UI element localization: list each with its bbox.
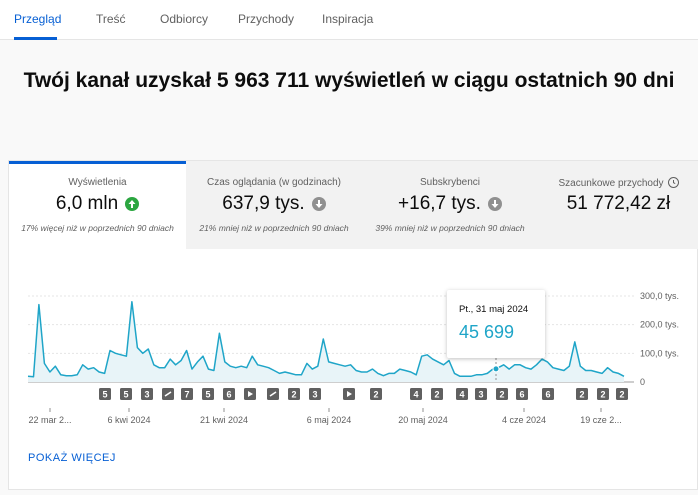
video-marker (309, 388, 321, 400)
x-tick-label: 4 cze 2024 (502, 415, 546, 425)
y-tick-label: 0 (640, 377, 645, 387)
series-area (28, 301, 624, 382)
video-marker (542, 388, 554, 400)
metric-value: 637,9 tys. (222, 193, 305, 214)
chart-tooltip: Pt., 31 maj 2024 45 699 (447, 290, 545, 358)
y-tick-label: 100,0 tys. (640, 348, 679, 358)
video-marker-count: 2 (291, 390, 296, 400)
video-marker (202, 388, 214, 400)
tab-revenue[interactable]: Przychody (238, 12, 295, 26)
metric-value: +16,7 tys. (398, 193, 481, 214)
metric-comparison: 17% więcej niż w poprzednich 90 dniach (21, 223, 174, 233)
metric-revenue[interactable]: Szacunkowe przychody 51 772,42 zł (538, 161, 698, 249)
video-marker-count: 5 (205, 390, 210, 400)
video-marker-count: 2 (434, 390, 439, 400)
video-marker (99, 388, 111, 400)
video-marker-count: 7 (184, 390, 189, 400)
tab-audience[interactable]: Odbiorcy (160, 12, 209, 26)
video-marker-count: 2 (619, 390, 624, 400)
video-marker-count: 3 (312, 390, 317, 400)
video-marker (223, 388, 235, 400)
video-marker-count: 6 (519, 390, 524, 400)
play-icon (347, 391, 352, 397)
video-marker-count: 5 (123, 390, 128, 400)
x-tick-label: 19 cze 2... (580, 415, 622, 425)
arrow-up-icon (125, 197, 140, 211)
arrow-down-icon (487, 197, 502, 211)
tab-inspiration[interactable]: Inspiracja (322, 12, 374, 26)
page-title: Twój kanał uzyskał 5 963 711 wyświetleń … (23, 69, 675, 92)
x-tick-label: 6 kwi 2024 (107, 415, 150, 425)
tooltip-date: Pt., 31 maj 2024 (459, 304, 529, 315)
video-marker-count: 5 (102, 390, 107, 400)
x-tick-label: 21 kwi 2024 (200, 415, 248, 425)
video-marker (431, 388, 443, 400)
video-marker (288, 388, 300, 400)
play-icon (248, 391, 253, 397)
video-marker (616, 388, 628, 400)
video-marker-count: 6 (226, 390, 231, 400)
video-marker (410, 388, 422, 400)
metric-watch-time[interactable]: Czas oglądania (w godzinach) 637,9 tys. … (186, 161, 362, 249)
series-line (27, 300, 625, 378)
metric-comparison: 39% mniej niż w poprzednich 90 dniach (375, 223, 525, 233)
video-marker-count: 3 (144, 390, 149, 400)
tab-overview[interactable]: Przegląd (14, 12, 62, 26)
metric-title: Subskrybenci (419, 177, 481, 188)
metric-subscribers[interactable]: Subskrybenci +16,7 tys. 39% mniej niż w … (362, 161, 538, 249)
metric-title: Szacunkowe przychody (558, 178, 664, 189)
video-marker (370, 388, 382, 400)
video-marker (516, 388, 528, 400)
y-tick-label: 300,0 tys. (640, 291, 679, 301)
video-marker (456, 388, 468, 400)
video-marker-count: 2 (499, 390, 504, 400)
video-marker (496, 388, 508, 400)
video-marker (475, 388, 487, 400)
link-icon (164, 391, 172, 397)
metric-comparison: 21% mniej niż w poprzednich 90 dniach (199, 223, 349, 233)
analytics-card: Wyświetlenia 6,0 mln 17% więcej niż w po… (8, 160, 698, 490)
tab-bar: Przegląd Treść Odbiorcy Przychody Inspir… (0, 0, 698, 40)
metric-title: Wyświetlenia (68, 177, 127, 188)
selected-metric-indicator (9, 161, 186, 164)
metric-value: 6,0 mln (55, 193, 119, 214)
video-marker-count: 4 (413, 390, 418, 400)
clock-icon (667, 177, 679, 188)
video-marker (597, 388, 609, 400)
highlight-point (492, 365, 500, 373)
link-icon (269, 391, 277, 397)
video-marker-count: 4 (459, 390, 464, 400)
metric-value: 51 772,42 zł (566, 193, 671, 214)
video-marker-count: 6 (545, 390, 550, 400)
video-marker (576, 388, 588, 400)
x-tick-label: 22 mar 2... (28, 415, 71, 425)
metric-title: Czas oglądania (w godzinach) (207, 177, 341, 188)
x-tick-label: 20 maj 2024 (398, 415, 448, 425)
tab-content[interactable]: Treść (96, 12, 126, 26)
video-marker-count: 2 (373, 390, 378, 400)
video-marker (120, 388, 132, 400)
y-tick-label: 200,0 tys. (640, 320, 679, 330)
video-marker-count: 3 (478, 390, 483, 400)
video-marker (141, 388, 153, 400)
metric-views[interactable]: Wyświetlenia 6,0 mln 17% więcej niż w po… (9, 161, 186, 249)
x-tick-label: 6 maj 2024 (307, 415, 352, 425)
video-marker (181, 388, 193, 400)
video-marker-count: 2 (600, 390, 605, 400)
video-marker-count: 2 (579, 390, 584, 400)
show-more-button[interactable]: POKAŻ WIĘCEJ (28, 452, 116, 464)
active-tab-indicator (14, 37, 57, 40)
arrow-down-icon (311, 197, 326, 211)
tooltip-value: 45 699 (459, 322, 515, 342)
